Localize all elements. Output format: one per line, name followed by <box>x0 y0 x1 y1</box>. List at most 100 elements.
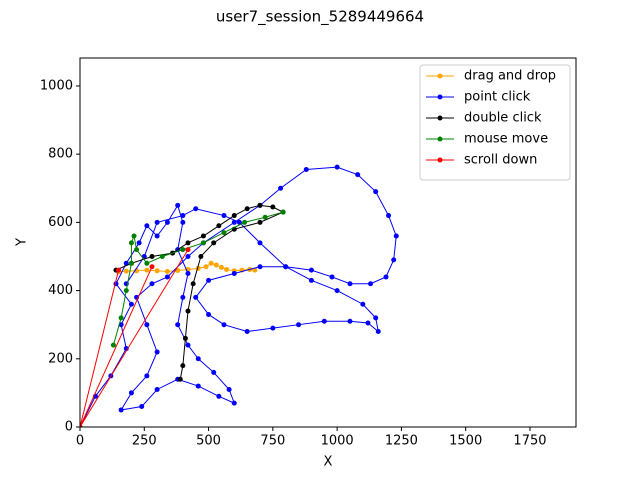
point <box>144 267 150 273</box>
point <box>195 383 201 389</box>
point <box>373 315 379 321</box>
x-tick-label: 750 <box>260 434 285 449</box>
legend-label: double click <box>464 111 542 126</box>
legend-box <box>419 64 571 181</box>
point <box>242 219 248 225</box>
point <box>231 219 237 225</box>
y-tick-label: 600 <box>48 215 73 230</box>
point <box>226 386 232 392</box>
point <box>270 204 276 210</box>
point <box>280 209 286 215</box>
x-tick-label: 1500 <box>449 434 482 449</box>
point <box>329 274 335 280</box>
point <box>80 424 83 427</box>
point <box>180 294 186 300</box>
point <box>360 301 366 307</box>
point <box>347 318 353 324</box>
point <box>177 376 183 382</box>
point <box>211 240 217 246</box>
point <box>123 288 129 294</box>
x-tick-label: 250 <box>132 434 157 449</box>
point <box>257 264 263 270</box>
point <box>355 172 361 178</box>
x-tick-label: 500 <box>196 434 221 449</box>
plot-area <box>80 164 399 427</box>
legend-marker <box>437 73 443 79</box>
point <box>208 260 214 266</box>
point <box>303 167 309 173</box>
point <box>185 240 191 246</box>
point <box>175 322 181 328</box>
point <box>154 386 160 392</box>
trajectory-line <box>112 211 284 346</box>
series <box>110 209 286 348</box>
point <box>154 219 160 225</box>
legend-marker <box>437 115 443 121</box>
point <box>334 288 340 294</box>
point <box>383 274 389 280</box>
point <box>134 247 140 253</box>
point <box>154 268 160 274</box>
x-tick-label: 1750 <box>513 434 546 449</box>
point <box>213 262 219 268</box>
point <box>236 219 242 225</box>
trajectory-line <box>80 166 397 427</box>
point <box>185 253 191 259</box>
point <box>118 407 124 413</box>
point <box>193 294 199 300</box>
point <box>123 268 129 274</box>
point <box>257 202 263 208</box>
point <box>185 342 191 348</box>
point <box>244 206 250 212</box>
point <box>139 404 145 410</box>
point <box>164 219 170 225</box>
point <box>185 247 191 253</box>
point <box>149 253 155 259</box>
point <box>206 311 212 317</box>
point <box>149 264 155 270</box>
point <box>308 267 314 273</box>
legend: drag and drop point click double click mous… <box>419 64 571 181</box>
point <box>195 356 201 362</box>
point <box>193 206 199 212</box>
point <box>182 335 188 341</box>
point <box>334 164 340 170</box>
point <box>110 342 116 348</box>
point <box>128 260 134 266</box>
y-tick-label: 1000 <box>40 78 73 93</box>
point <box>136 240 142 246</box>
legend-label: drag and drop <box>464 69 556 84</box>
point <box>211 369 217 375</box>
point <box>347 281 353 287</box>
point <box>144 260 150 266</box>
point <box>144 373 150 379</box>
point <box>221 322 227 328</box>
y-tick-label: 0 <box>65 420 73 435</box>
point <box>159 253 165 259</box>
y-tick-label: 200 <box>48 351 73 366</box>
point <box>391 257 397 263</box>
point <box>200 233 206 239</box>
trajectory-line <box>80 249 189 427</box>
y-tick-label: 400 <box>48 283 73 298</box>
y-axis-label: Y <box>15 238 30 247</box>
legend-label: scroll down <box>464 153 537 168</box>
point <box>216 223 222 229</box>
point <box>221 230 227 236</box>
point <box>164 274 170 280</box>
point <box>149 281 155 287</box>
point <box>283 264 289 270</box>
x-tick-label: 1000 <box>321 434 354 449</box>
point <box>218 264 224 270</box>
point <box>262 214 268 220</box>
legend-marker <box>437 136 443 142</box>
point <box>154 233 160 239</box>
axes-frame <box>79 57 577 428</box>
point <box>180 247 186 253</box>
point <box>175 202 181 208</box>
series <box>80 247 191 427</box>
point <box>231 271 237 277</box>
point <box>185 308 191 314</box>
point <box>198 253 204 259</box>
